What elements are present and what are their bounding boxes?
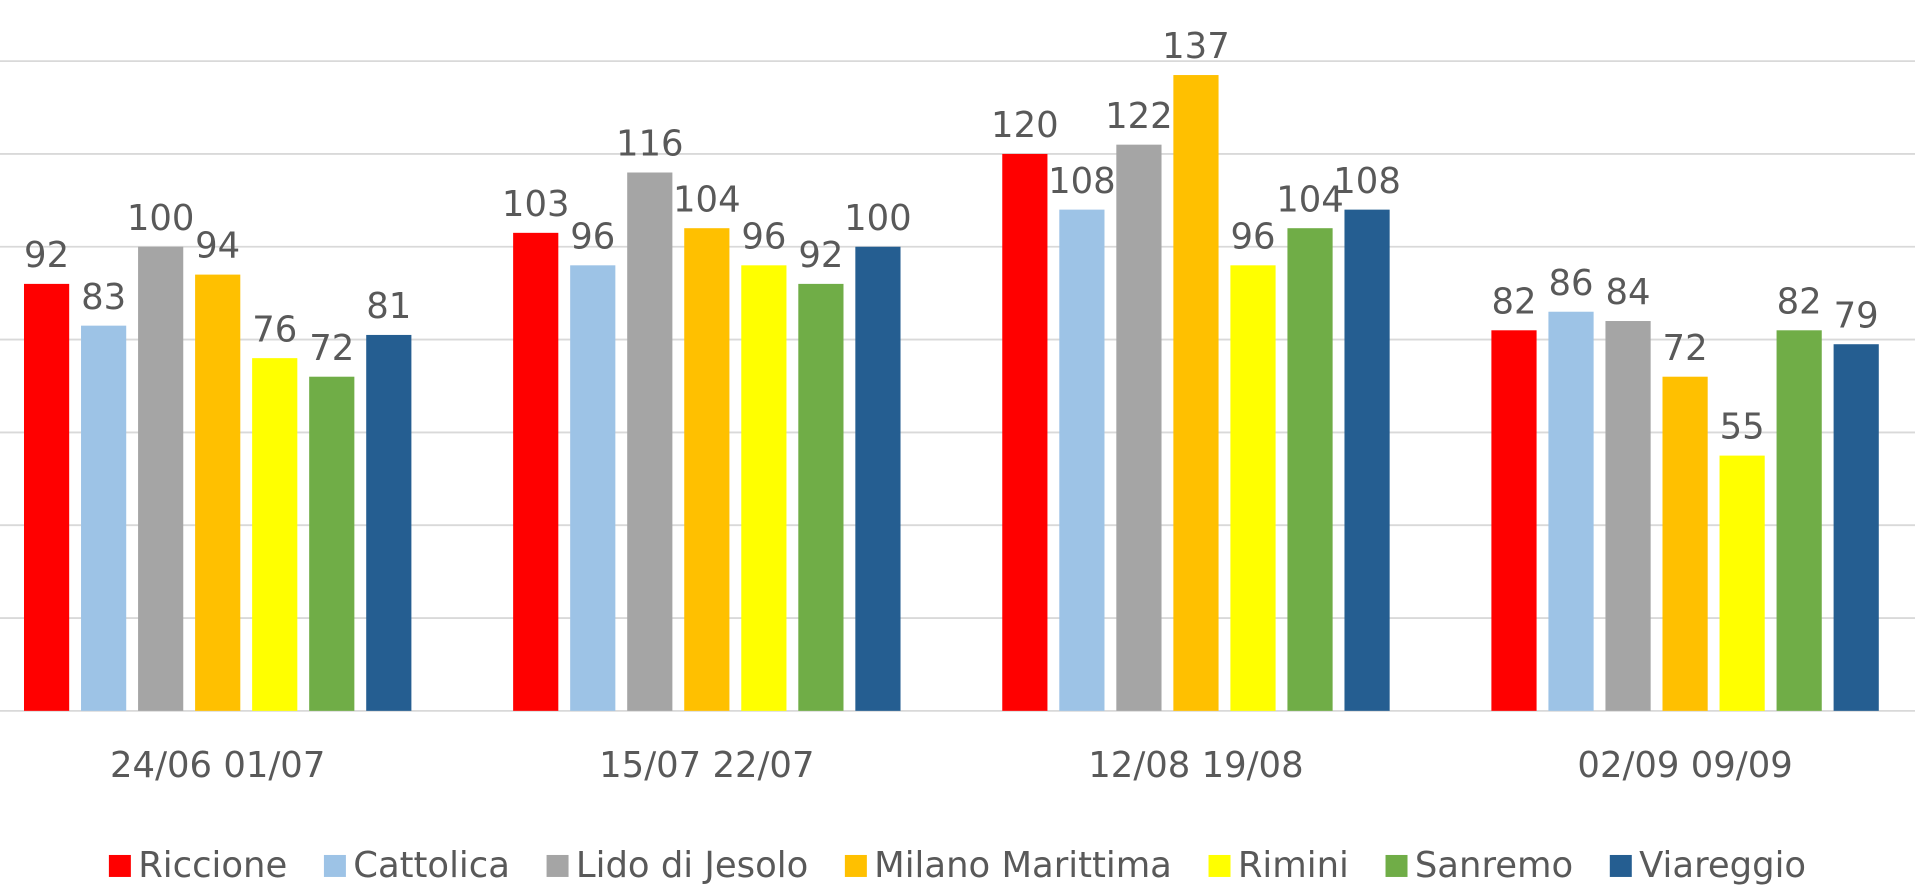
- bar: [1002, 153, 1048, 711]
- data-label: 96: [741, 216, 786, 257]
- data-label: 100: [127, 198, 195, 239]
- x-tick-label: 24/06 01/07: [110, 745, 325, 786]
- data-label: 108: [1333, 161, 1401, 202]
- data-label: 108: [1048, 161, 1116, 202]
- data-label: 79: [1834, 295, 1879, 336]
- legend-swatch: [1208, 854, 1231, 877]
- data-label: 92: [798, 235, 843, 276]
- bar: [1344, 209, 1390, 711]
- x-tick-label: 12/08 19/08: [1088, 745, 1303, 786]
- bar: [513, 232, 559, 711]
- data-label: 55: [1720, 407, 1765, 448]
- data-label: 94: [195, 226, 240, 267]
- legend-label: Rimini: [1238, 845, 1349, 886]
- bar: [1287, 228, 1333, 711]
- bar: [1833, 344, 1879, 711]
- legend-swatch: [1609, 854, 1632, 877]
- data-label: 83: [81, 277, 126, 318]
- data-label: 76: [252, 309, 297, 350]
- data-label: 82: [1777, 281, 1822, 322]
- bar: [252, 358, 298, 711]
- data-label: 100: [844, 198, 912, 239]
- bar: [23, 283, 70, 711]
- bar: [195, 274, 241, 711]
- legend-swatch: [546, 854, 569, 877]
- data-label: 137: [1162, 26, 1230, 67]
- legend-swatch: [844, 854, 867, 877]
- bar: [309, 376, 355, 711]
- data-label: 120: [991, 105, 1059, 146]
- legend-swatch: [1385, 854, 1408, 877]
- legend-label: Viareggio: [1639, 845, 1806, 886]
- legend-label: Cattolica: [353, 845, 510, 886]
- data-label: 84: [1606, 272, 1651, 313]
- bar: [1491, 330, 1537, 711]
- data-label: 103: [502, 184, 570, 225]
- bar: [1230, 265, 1276, 711]
- data-label: 122: [1105, 96, 1173, 137]
- data-label: 72: [309, 328, 354, 369]
- bar: [1059, 209, 1105, 711]
- data-label: 92: [24, 235, 69, 276]
- legend-label: Milano Marittima: [874, 845, 1172, 886]
- data-label: 116: [616, 124, 684, 165]
- bar: [1173, 75, 1219, 711]
- legend-swatch: [323, 854, 346, 877]
- data-label: 81: [366, 286, 411, 327]
- data-label: 86: [1548, 263, 1593, 304]
- data-label: 72: [1663, 328, 1708, 369]
- bar: [855, 246, 901, 711]
- bar: [741, 265, 787, 711]
- bar: [1548, 311, 1594, 711]
- bar: [1605, 321, 1651, 711]
- x-tick-label: 02/09 09/09: [1577, 745, 1792, 786]
- data-label: 96: [570, 216, 615, 257]
- bar: [1116, 144, 1162, 711]
- bar: [627, 172, 673, 711]
- legend-label: Sanremo: [1415, 845, 1573, 886]
- legend-label: Lido di Jesolo: [576, 845, 808, 886]
- legend-swatch: [108, 854, 131, 877]
- bar: [1662, 376, 1708, 711]
- bar: [570, 265, 616, 711]
- legend-label: Riccione: [138, 845, 287, 886]
- x-tick-label: 15/07 22/07: [599, 745, 814, 786]
- data-label: 96: [1230, 216, 1275, 257]
- data-label: 104: [673, 179, 741, 220]
- bar: [1719, 455, 1765, 711]
- bar: [366, 334, 412, 711]
- bar: [798, 283, 844, 711]
- data-label: 82: [1491, 281, 1536, 322]
- bar: [1776, 330, 1822, 711]
- bar: [81, 325, 127, 711]
- bar: [138, 246, 184, 711]
- data-label: 104: [1276, 179, 1344, 220]
- bar: [684, 228, 730, 711]
